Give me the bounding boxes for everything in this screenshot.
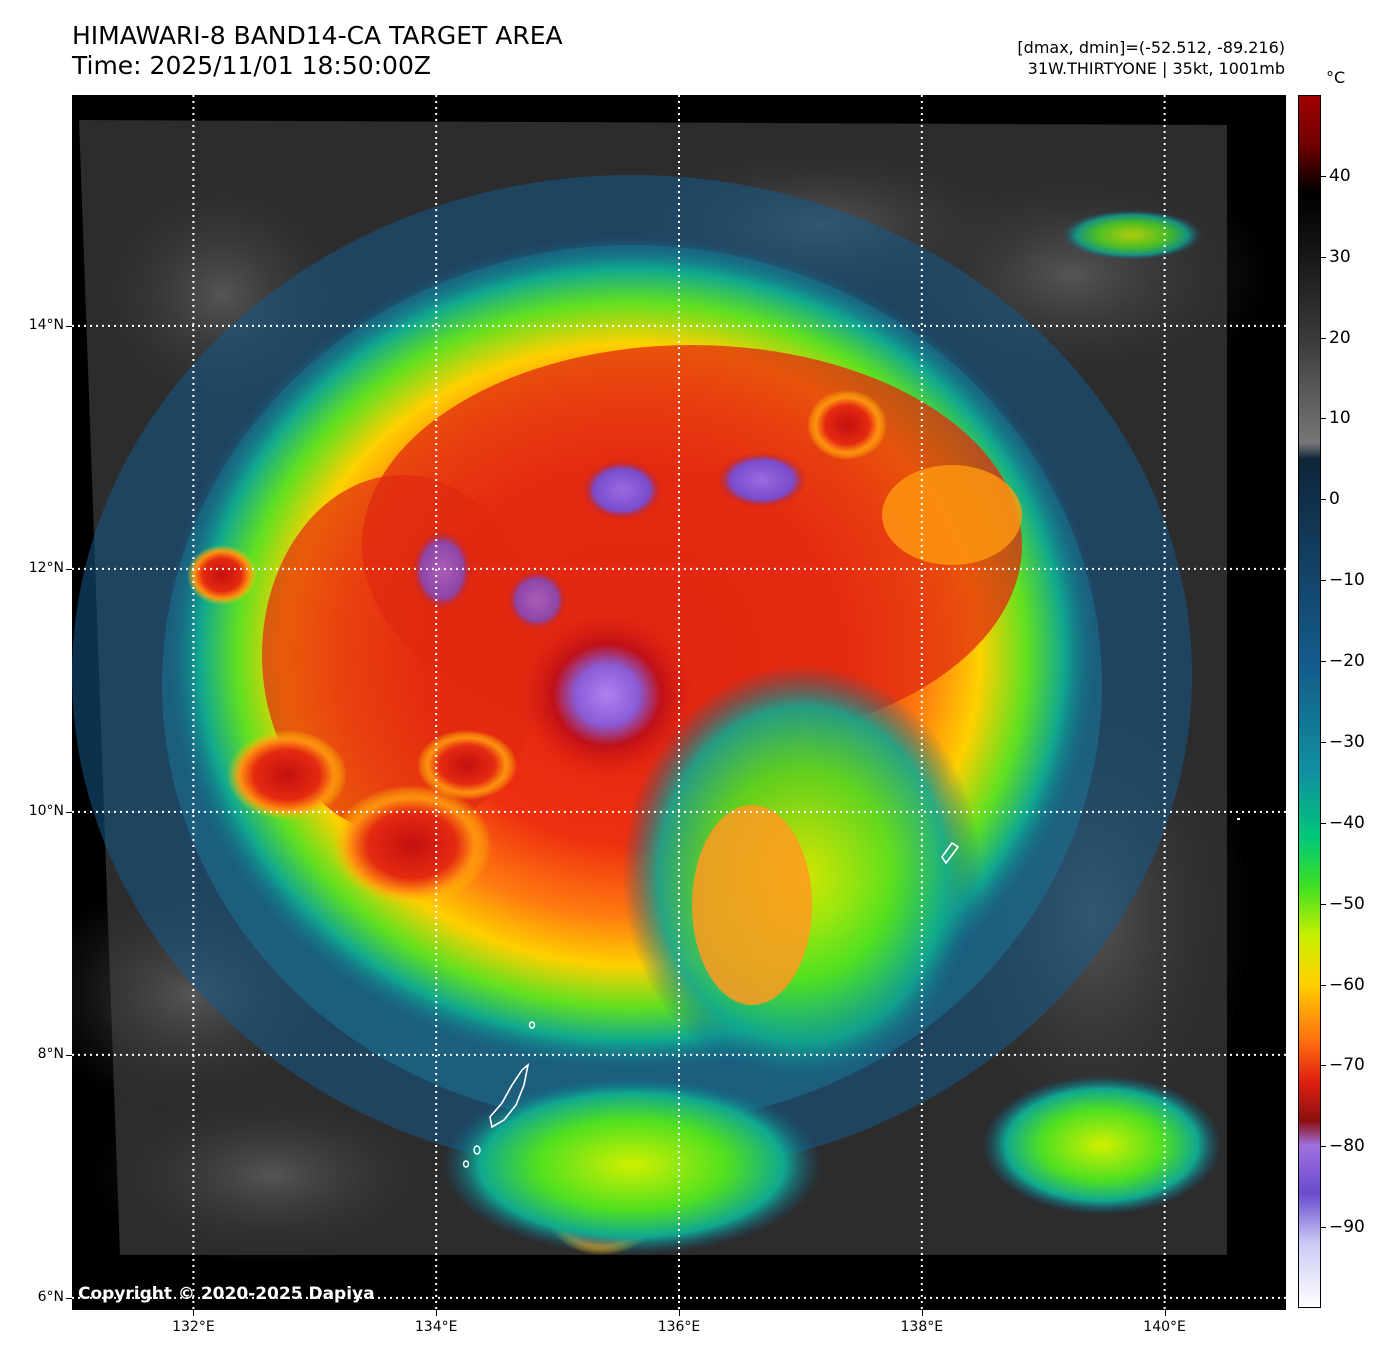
colorbar-tick-label: −50 (1329, 893, 1365, 914)
longitude-tick (921, 1310, 923, 1316)
colorbar-tick-label: −60 (1329, 974, 1365, 995)
satellite-imagery (72, 95, 1286, 1310)
colorbar-tick-label: −80 (1329, 1136, 1365, 1157)
temperature-range: [dmax, dmin]=(-52.512, -89.216) (1017, 38, 1285, 57)
longitude-tick (679, 1310, 680, 1316)
longitude-label: 136°E (657, 1319, 701, 1335)
colorbar-tick (1321, 580, 1326, 582)
colorbar-tick (1321, 418, 1326, 420)
copyright-notice: Copyright © 2020-2025 Dapiya (78, 1284, 375, 1304)
colorbar-unit: °C (1326, 68, 1346, 87)
yap-coastline (941, 841, 960, 865)
palau-coastline (489, 1062, 530, 1129)
colorbar-tick-label: −20 (1329, 651, 1365, 672)
colorbar-tick (1321, 1227, 1326, 1229)
colorbar-tick (1321, 822, 1326, 824)
longitude-label: 140°E (1143, 1319, 1186, 1335)
latitude-tick (66, 1054, 72, 1056)
colorbar-tick-label: −10 (1329, 570, 1365, 591)
longitude-tick (193, 1310, 195, 1316)
longitude-tick (436, 1310, 438, 1316)
satellite-map: Copyright © 2020-2025 Dapiya (72, 95, 1286, 1310)
colorbar-tick-label: 0 (1329, 489, 1340, 510)
longitude-tick (1164, 1310, 1166, 1316)
colorbar-tick (1321, 337, 1326, 339)
latitude-label: 6°N (37, 1288, 64, 1305)
latitude-tick (66, 1297, 72, 1299)
figure-time: Time: 2025/11/01 18:50:00Z (72, 51, 431, 80)
colorbar-tick (1321, 1146, 1326, 1148)
colorbar-tick-label: 30 (1329, 246, 1351, 267)
longitude-label: 132°E (172, 1319, 215, 1335)
colorbar-tick-label: −90 (1329, 1217, 1365, 1238)
colorbar-tick (1321, 499, 1326, 501)
colorbar-tick-label: 40 (1329, 165, 1351, 186)
colorbar-tick (1321, 903, 1326, 905)
colorbar-tick (1321, 256, 1326, 258)
longitude-label: 138°E (900, 1319, 944, 1335)
storm-info: 31W.THIRTYONE | 35kt, 1001mb (1027, 59, 1285, 78)
colorbar-tick (1321, 741, 1326, 743)
colorbar-tick-label: −70 (1329, 1055, 1365, 1076)
graticule (72, 95, 1286, 1310)
colorbar-tick-label: −30 (1329, 731, 1365, 752)
colorbar-tick (1321, 1065, 1326, 1067)
latitude-tick (66, 811, 72, 813)
longitude-label: 134°E (414, 1319, 458, 1335)
latitude-label: 14°N (28, 316, 64, 333)
latitude-label: 8°N (37, 1045, 64, 1062)
latitude-label: 10°N (28, 802, 64, 819)
figure-title: HIMAWARI-8 BAND14-CA TARGET AREA (72, 21, 563, 50)
colorbar-tick-label: −40 (1329, 812, 1365, 833)
latitude-label: 12°N (28, 559, 64, 576)
latitude-tick (66, 568, 72, 570)
colorbar-tick-label: 20 (1329, 327, 1351, 348)
colorbar-tick (1321, 175, 1326, 177)
colorbar (1298, 95, 1321, 1308)
colorbar-tick (1321, 984, 1326, 986)
latitude-tick (66, 325, 72, 327)
colorbar-tick (1321, 661, 1326, 663)
colorbar-tick-label: 10 (1329, 408, 1351, 429)
